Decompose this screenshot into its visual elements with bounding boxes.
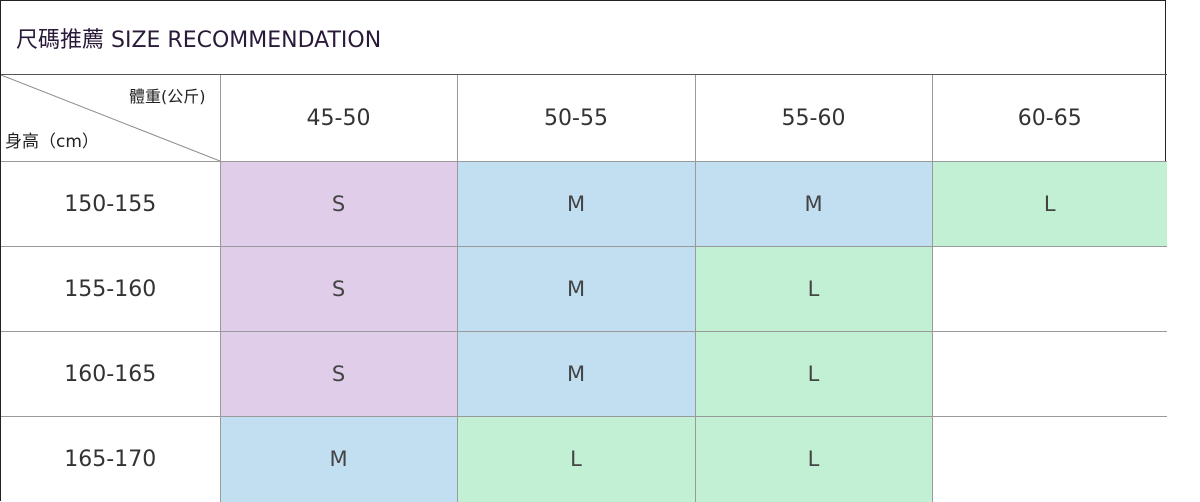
header-row: 體重(公斤) 身高（cm） 45-50 50-55 55-60 60-65 bbox=[1, 75, 1167, 162]
size-cell: M bbox=[219, 416, 458, 502]
size-cell: M bbox=[456, 246, 696, 332]
table-row: 155-160 S M L bbox=[1, 246, 1167, 332]
weight-header-cell: 60-65 bbox=[931, 75, 1167, 162]
size-cell bbox=[931, 331, 1167, 417]
size-cell: S bbox=[219, 246, 458, 332]
size-table: 體重(公斤) 身高（cm） 45-50 50-55 55-60 60-65 15… bbox=[1, 75, 1167, 502]
height-cell: 165-170 bbox=[1, 416, 221, 502]
size-cell: S bbox=[219, 161, 458, 247]
size-cell: M bbox=[456, 161, 696, 247]
weight-header-cell: 45-50 bbox=[219, 75, 458, 162]
table-row: 150-155 S M M L bbox=[1, 161, 1167, 247]
table-row: 160-165 S M L bbox=[1, 331, 1167, 417]
page-title: 尺碼推薦 SIZE RECOMMENDATION bbox=[16, 28, 382, 53]
size-chart-frame: 尺碼推薦 SIZE RECOMMENDATION 體重(公斤) 身高（cm） 4… bbox=[0, 0, 1167, 502]
height-axis-label: 身高（cm） bbox=[5, 132, 99, 152]
size-cell: L bbox=[456, 416, 696, 502]
size-cell bbox=[931, 246, 1167, 332]
size-cell: M bbox=[456, 331, 696, 417]
weight-header-cell: 55-60 bbox=[694, 75, 933, 162]
weight-axis-label: 體重(公斤) bbox=[129, 87, 206, 106]
size-cell: L bbox=[694, 246, 933, 332]
size-cell: L bbox=[931, 161, 1167, 247]
size-cell: M bbox=[694, 161, 933, 247]
size-cell: L bbox=[694, 331, 933, 417]
title-divider bbox=[1, 74, 1167, 75]
size-cell: L bbox=[694, 416, 933, 502]
height-cell: 160-165 bbox=[1, 331, 221, 417]
height-cell: 155-160 bbox=[1, 246, 221, 332]
corner-header-cell: 體重(公斤) 身高（cm） bbox=[1, 75, 221, 162]
height-cell: 150-155 bbox=[1, 161, 221, 247]
weight-header-cell: 50-55 bbox=[456, 75, 696, 162]
size-cell: S bbox=[219, 331, 458, 417]
table-row: 165-170 M L L bbox=[1, 416, 1167, 502]
diagonal-divider bbox=[1, 75, 220, 161]
size-cell bbox=[931, 416, 1167, 502]
